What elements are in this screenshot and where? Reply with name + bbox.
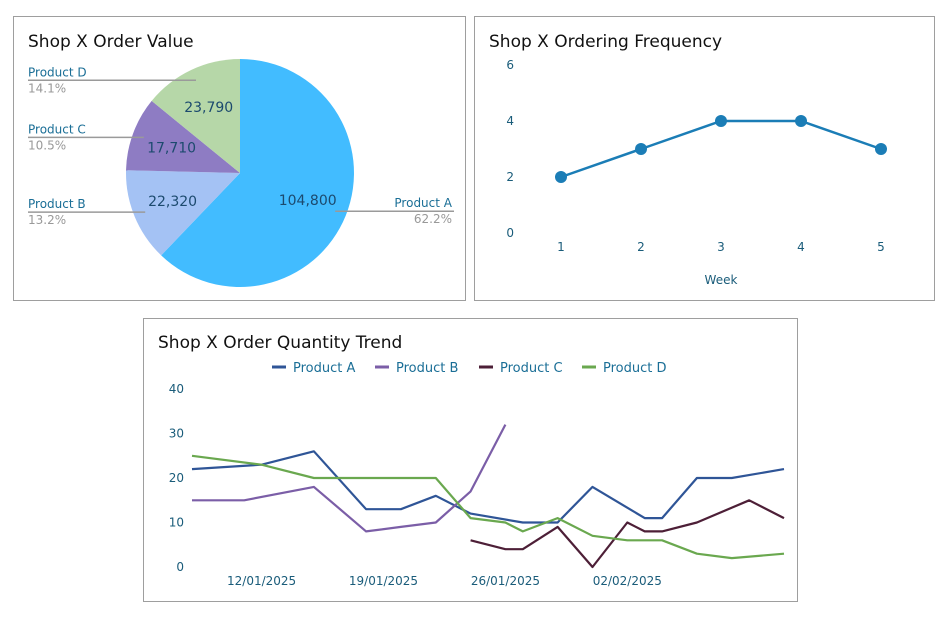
freq-xtick: 4 — [797, 240, 805, 254]
pie-value-product-a: 104,800 — [279, 193, 337, 209]
freq-point — [795, 115, 807, 127]
freq-series-line — [560, 119, 882, 179]
pie-percent-product-b: 13.2% — [28, 213, 66, 227]
trend-series-product-a — [191, 450, 785, 524]
pie-slice-product-c — [126, 100, 240, 173]
pie-label-product-d: Product D — [28, 65, 87, 79]
pie-value-product-b: 22,320 — [148, 194, 197, 210]
trend-ytick: 10 — [169, 516, 184, 530]
freq-ytick: 0 — [506, 226, 514, 240]
legend-label-product-d: Product D — [603, 361, 667, 376]
trend-series-product-b — [192, 424, 507, 533]
freq-point — [635, 143, 647, 155]
trend-xtick: 12/01/2025 — [227, 574, 296, 588]
pie-percent-product-d: 14.1% — [28, 81, 66, 95]
trend-xtick: 02/02/2025 — [593, 574, 662, 588]
pie-slice-product-d — [151, 59, 240, 173]
trend-ytick: 0 — [176, 560, 184, 574]
pie-label-product-a: Product A — [394, 196, 452, 210]
legend-label-product-c: Product C — [500, 361, 563, 376]
freq-xtick: 2 — [637, 240, 645, 254]
trend-ytick: 40 — [169, 382, 184, 396]
freq-ytick: 6 — [506, 58, 514, 72]
pie-slice-product-b — [125, 170, 240, 256]
ordering-frequency-chart: Shop X Ordering Frequency Week 0 2 4 6 1 2 3 4 5 — [489, 32, 887, 287]
pie-label-product-b: Product B — [28, 197, 86, 211]
order-value-pie-chart: Shop X Order Value 104,800 22,320 17,710 23… — [28, 32, 454, 287]
pie-value-product-c: 17,710 — [147, 141, 196, 157]
freq-point — [875, 143, 887, 155]
freq-point — [715, 115, 727, 127]
freq-ytick: 2 — [506, 170, 514, 184]
order-quantity-trend-chart: Shop X Order Quantity Trend Product A Pro… — [158, 333, 785, 588]
trend-series-product-d — [191, 454, 785, 560]
pie-percent-product-a: 62.2% — [414, 212, 452, 226]
pie-value-product-d: 23,790 — [184, 100, 233, 116]
legend-label-product-b: Product B — [396, 361, 458, 376]
freq-ytick: 4 — [506, 114, 514, 128]
ordering-frequency-panel: Shop X Ordering Frequency Week 0 2 4 6 1 2 3 4 5 — [474, 16, 935, 301]
order-quantity-trend-panel: Shop X Order Quantity Trend Product A Pro… — [143, 318, 798, 602]
freq-title: Shop X Ordering Frequency — [489, 32, 722, 52]
trend-series-product-c — [470, 499, 785, 569]
trend-title: Shop X Order Quantity Trend — [158, 333, 402, 353]
freq-point — [555, 171, 567, 183]
pie-slice-product-a — [161, 59, 354, 287]
pie-title: Shop X Order Value — [28, 32, 194, 52]
trend-ytick: 30 — [169, 427, 184, 441]
freq-xlabel: Week — [705, 273, 738, 287]
trend-xtick: 19/01/2025 — [349, 574, 418, 588]
trend-ytick: 20 — [169, 471, 184, 485]
pie-label-product-c: Product C — [28, 122, 86, 136]
order-value-panel: Shop X Order Value 104,800 22,320 17,710 23… — [13, 16, 466, 301]
freq-xtick: 3 — [717, 240, 725, 254]
legend-label-product-a: Product A — [293, 361, 355, 376]
pie-percent-product-c: 10.5% — [28, 138, 66, 152]
freq-xtick: 5 — [877, 240, 885, 254]
trend-xtick: 26/01/2025 — [471, 574, 540, 588]
freq-xtick: 1 — [557, 240, 565, 254]
